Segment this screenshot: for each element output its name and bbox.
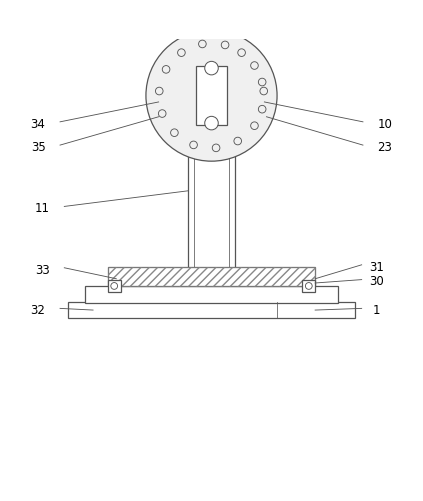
Bar: [68, 303, 355, 318]
Bar: [196, 67, 227, 126]
Bar: [108, 268, 315, 287]
Bar: [302, 280, 315, 293]
Bar: [108, 268, 315, 287]
Text: 30: 30: [369, 275, 384, 288]
Text: 33: 33: [35, 263, 49, 276]
Text: 35: 35: [31, 141, 45, 154]
Text: 11: 11: [35, 202, 50, 215]
Text: 1: 1: [373, 303, 380, 316]
Circle shape: [146, 31, 277, 162]
Bar: [108, 280, 121, 293]
Text: 34: 34: [30, 117, 46, 130]
Text: 32: 32: [30, 303, 46, 316]
Circle shape: [205, 117, 218, 131]
Circle shape: [205, 62, 218, 76]
Text: 31: 31: [369, 260, 384, 273]
Circle shape: [305, 283, 312, 290]
Circle shape: [111, 283, 118, 290]
Bar: [85, 287, 338, 303]
Text: 23: 23: [377, 141, 393, 154]
Text: 10: 10: [377, 117, 393, 130]
